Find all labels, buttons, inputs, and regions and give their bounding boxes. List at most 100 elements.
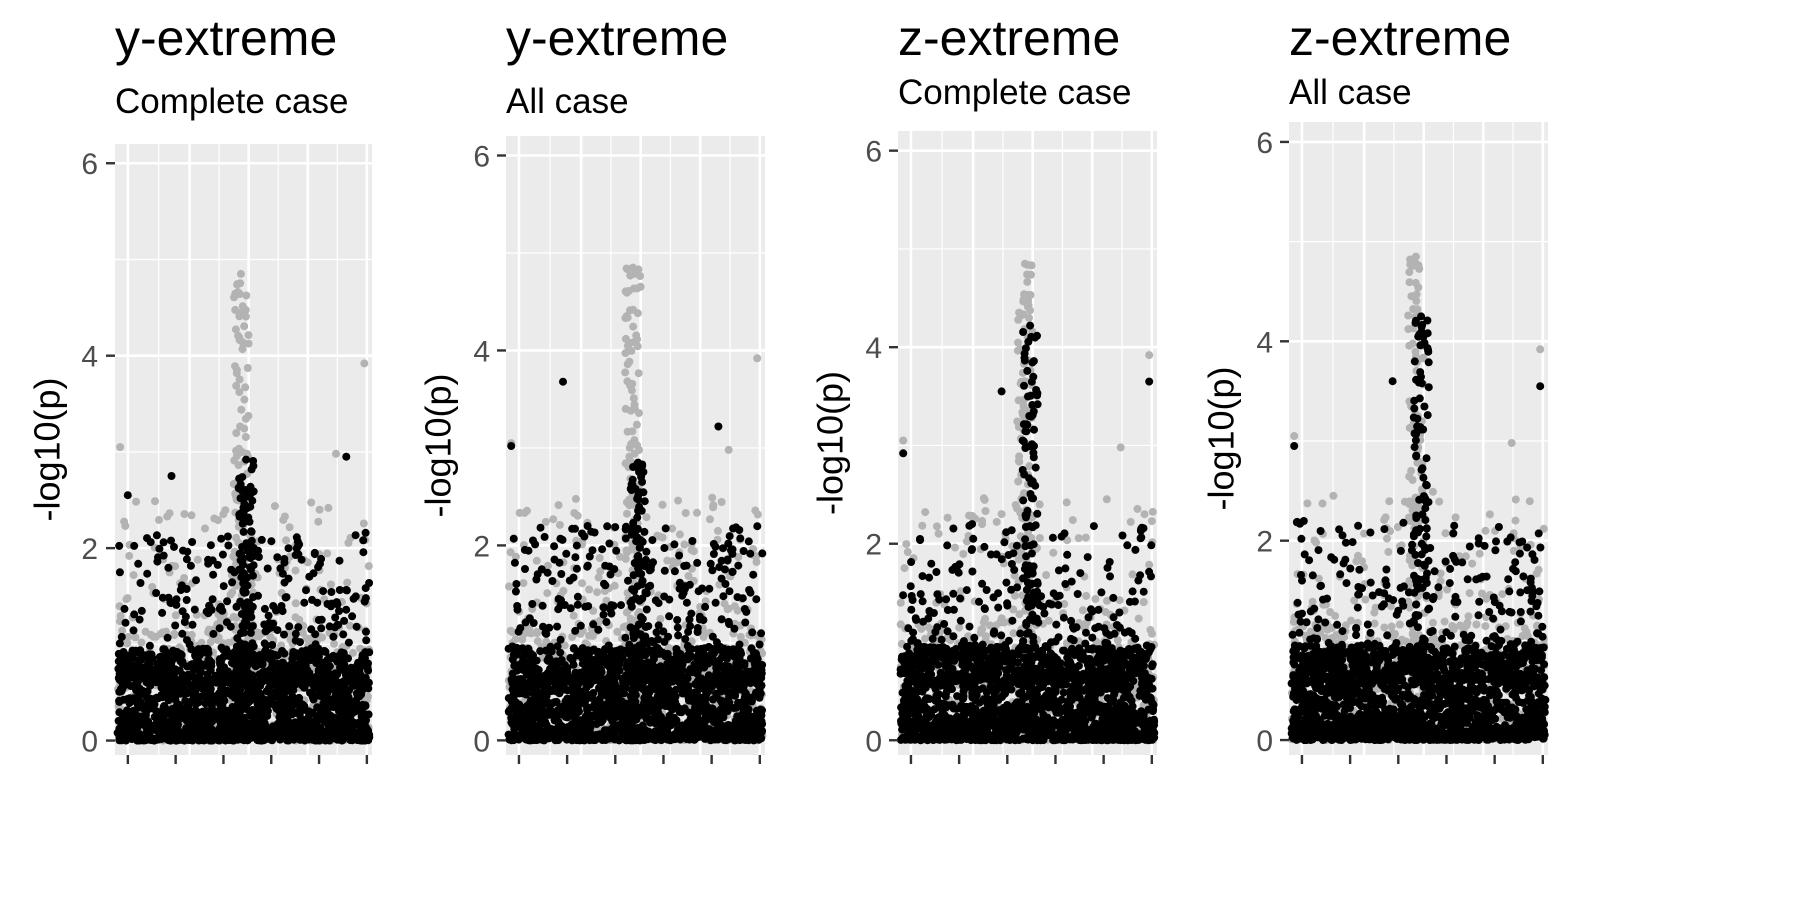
data-point (146, 538, 155, 547)
data-point (332, 449, 340, 458)
data-point (237, 676, 246, 685)
data-point (125, 551, 134, 560)
data-point (130, 610, 139, 619)
data-point (232, 381, 241, 390)
data-point (171, 621, 180, 630)
data-point (257, 535, 266, 544)
data-point (225, 652, 234, 660)
data-point (554, 501, 563, 510)
data-point (117, 687, 126, 696)
data-point (232, 533, 241, 542)
data-point (294, 623, 303, 632)
data-point (188, 538, 197, 546)
data-point (219, 582, 228, 591)
data-point (285, 622, 294, 631)
data-point (228, 588, 237, 597)
data-point (273, 626, 282, 635)
data-point (717, 498, 726, 506)
data-point (131, 672, 140, 681)
data-point (359, 548, 368, 557)
data-point (178, 629, 187, 638)
data-point (180, 690, 189, 698)
data-point (302, 586, 310, 595)
data-point (231, 362, 239, 371)
data-point (215, 624, 224, 633)
data-point (351, 531, 360, 540)
data-point (236, 550, 245, 559)
data-point (236, 422, 245, 431)
data-point (651, 736, 660, 745)
data-point (238, 621, 247, 630)
data-point (348, 703, 357, 712)
data-point (264, 611, 273, 620)
data-point (115, 732, 124, 741)
data-point (204, 555, 213, 564)
data-point (137, 712, 146, 721)
data-point (608, 724, 617, 733)
data-point (709, 503, 718, 512)
data-point (267, 537, 276, 546)
data-point (280, 578, 289, 587)
data-point (296, 638, 304, 647)
data-point (125, 694, 134, 703)
data-point (249, 457, 258, 465)
data-point (751, 649, 760, 658)
data-point (132, 497, 141, 506)
data-point (633, 441, 642, 450)
data-point (626, 381, 635, 390)
data-point (235, 312, 244, 321)
data-point (335, 725, 344, 734)
data-point (605, 734, 614, 743)
data-point (573, 511, 582, 520)
data-point (228, 703, 237, 711)
data-point (152, 632, 160, 641)
data-point (170, 542, 178, 551)
data-point (118, 626, 127, 635)
data-point (231, 305, 240, 314)
data-point (550, 698, 559, 707)
data-point (361, 528, 370, 537)
data-point (292, 533, 301, 542)
data-point (195, 672, 204, 681)
data-point (734, 700, 743, 708)
data-point (314, 726, 323, 735)
data-point (316, 660, 324, 669)
data-point (159, 705, 168, 714)
data-point (636, 282, 645, 291)
data-point (234, 727, 243, 736)
data-point (115, 665, 124, 673)
data-point (284, 544, 293, 553)
data-point (341, 705, 350, 714)
data-point (365, 579, 374, 587)
data-point (358, 654, 367, 663)
data-point (674, 496, 683, 505)
data-point (675, 530, 684, 539)
data-point (320, 704, 328, 713)
data-point (223, 667, 232, 676)
data-point (241, 414, 250, 423)
y-axis-label: -log10(p) (27, 377, 68, 521)
data-point (680, 540, 689, 549)
data-point (681, 509, 690, 517)
data-point (280, 555, 289, 563)
data-point (240, 735, 249, 744)
data-point (342, 586, 351, 595)
data-point (708, 493, 717, 502)
data-point (275, 693, 284, 702)
data-point (243, 581, 252, 590)
data-point (267, 692, 276, 701)
data-point (506, 548, 515, 557)
data-point (730, 690, 739, 699)
data-point (154, 727, 163, 736)
data-point (334, 620, 343, 629)
data-point (235, 662, 244, 671)
data-point (293, 542, 302, 551)
data-point (144, 659, 153, 668)
data-point (115, 696, 124, 705)
data-point (289, 650, 298, 659)
data-point (163, 512, 172, 521)
data-point (242, 574, 251, 583)
data-point (626, 306, 634, 315)
data-point (351, 674, 360, 683)
data-point (216, 719, 225, 728)
